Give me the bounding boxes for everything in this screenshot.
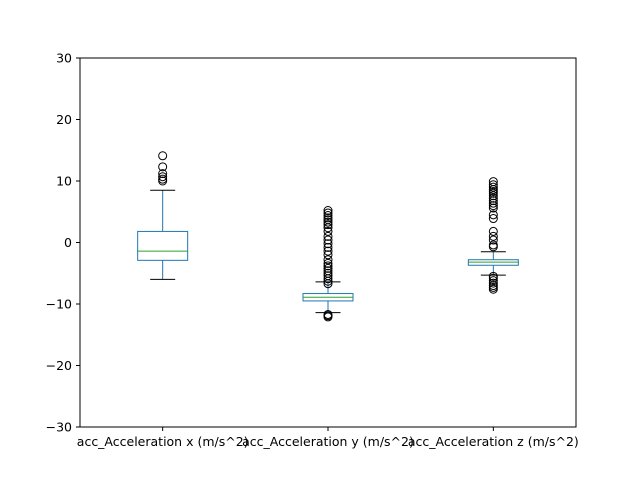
outlier-point	[323, 242, 333, 252]
y-tick-label: −30	[46, 420, 72, 435]
outlier-point	[323, 220, 333, 230]
outlier-point	[488, 177, 498, 187]
x-category-label: acc_Acceleration y (m/s^2)	[242, 434, 414, 449]
axes-frame	[79, 57, 577, 428]
outlier-point	[488, 191, 498, 201]
outlier-point	[488, 203, 498, 213]
outlier-point	[323, 235, 333, 245]
outlier-point	[488, 201, 498, 211]
outlier-point	[488, 214, 498, 224]
outlier-point	[488, 278, 498, 288]
y-tick-label: 0	[64, 235, 72, 250]
outlier-point	[323, 268, 333, 278]
outlier-point	[158, 162, 168, 172]
y-tick-label: 20	[56, 112, 72, 127]
outlier-point	[488, 193, 498, 203]
outlier-point	[323, 255, 333, 265]
y-tick-label: −20	[46, 358, 72, 373]
outlier-point	[488, 271, 498, 281]
outlier-point	[158, 169, 168, 179]
outlier-point	[488, 196, 498, 206]
outlier-point	[158, 151, 168, 161]
outlier-point	[158, 172, 168, 182]
outlier-point	[323, 246, 333, 256]
outlier-point	[323, 231, 333, 241]
y-tick-label: 10	[56, 174, 72, 189]
outlier-point	[323, 210, 333, 220]
box	[137, 230, 189, 261]
outlier-point	[488, 240, 498, 250]
x-category-label: acc_Acceleration x (m/s^2)	[77, 434, 249, 449]
outlier-point	[323, 213, 333, 223]
outlier-point	[488, 231, 498, 241]
outlier-point	[488, 226, 498, 236]
outlier-point	[323, 266, 333, 276]
outlier-point	[158, 174, 168, 184]
outlier-point	[323, 208, 333, 218]
outlier-point	[323, 263, 333, 273]
outlier-point	[488, 180, 498, 190]
outlier-point	[488, 281, 498, 291]
outlier-point	[323, 217, 333, 227]
outlier-point	[323, 258, 333, 268]
outlier-point	[488, 276, 498, 286]
outlier-point	[488, 210, 498, 220]
outlier-point	[488, 235, 498, 245]
outlier-point	[488, 198, 498, 208]
outlier-point	[323, 206, 333, 216]
plot-area: −30 −20 −10 0 10 20 30 acc_Acceleration x (m/s^…	[46, 51, 579, 450]
outlier-point	[323, 250, 333, 260]
outlier-point	[323, 309, 333, 319]
y-tick-label: −10	[46, 297, 72, 312]
outlier-point	[323, 226, 333, 236]
outlier-point	[488, 182, 498, 192]
outlier-point	[323, 271, 333, 281]
x-category-label: acc_Acceleration z (m/s^2)	[408, 434, 579, 449]
outlier-point	[323, 239, 333, 249]
outlier-point	[323, 261, 333, 271]
y-tick-label: 30	[56, 51, 72, 66]
